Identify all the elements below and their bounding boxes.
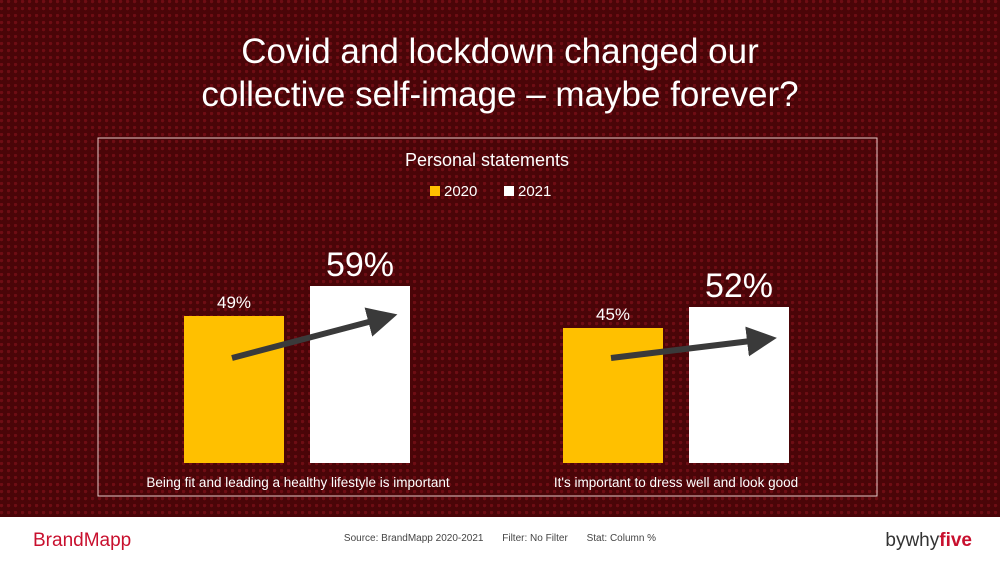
source-text: Source: BrandMapp 2020-2021: [343, 533, 484, 544]
bar-2021-2: [689, 307, 789, 463]
chart-frame: [97, 137, 878, 497]
logo-prefix: bywhy: [885, 530, 940, 551]
source-line: Source: BrandMapp 2020-2021 Filter: No F…: [0, 533, 1000, 544]
stat-text: Stat: Column %: [586, 533, 657, 544]
world-map-background: [0, 0, 1000, 517]
category-label-2: It's important to dress well and look go…: [554, 475, 798, 490]
bar-2021-1: [310, 286, 410, 463]
footer: BrandMapp Source: BrandMapp 2020-2021 Fi…: [0, 517, 1000, 563]
title-line-2: collective self-image – maybe forever?: [201, 75, 799, 114]
bywhyfive-logo: bywhyfive: [885, 530, 972, 552]
chart-title: Personal statements: [405, 150, 569, 170]
bar-chart: Personal statements 2020 2021 49% 59% Being …: [97, 137, 878, 497]
legend-label-2021: 2021: [518, 183, 551, 200]
brandmapp-logo: BrandMapp: [33, 530, 132, 551]
legend-label-2020: 2020: [444, 183, 477, 200]
data-label-2020-2: 45%: [596, 305, 630, 324]
slide-title: Covid and lockdown changed our collectiv…: [0, 30, 1000, 116]
bar-2020-2: [563, 328, 663, 463]
legend-swatch-2021: [504, 186, 514, 196]
data-label-2021-2: 52%: [705, 267, 773, 305]
trend-arrow-1: [231, 307, 398, 361]
data-label-2021-1: 59%: [326, 246, 394, 284]
data-label-2020-1: 49%: [217, 293, 251, 312]
logo-suffix: five: [939, 530, 972, 551]
legend-swatch-2020: [430, 186, 440, 196]
title-line-1: Covid and lockdown changed our: [241, 32, 759, 71]
trend-arrow-2: [610, 326, 777, 361]
filter-text: Filter: No Filter: [502, 533, 568, 544]
category-label-1: Being fit and leading a healthy lifestyl…: [146, 475, 449, 490]
bar-2020-1: [184, 316, 284, 463]
